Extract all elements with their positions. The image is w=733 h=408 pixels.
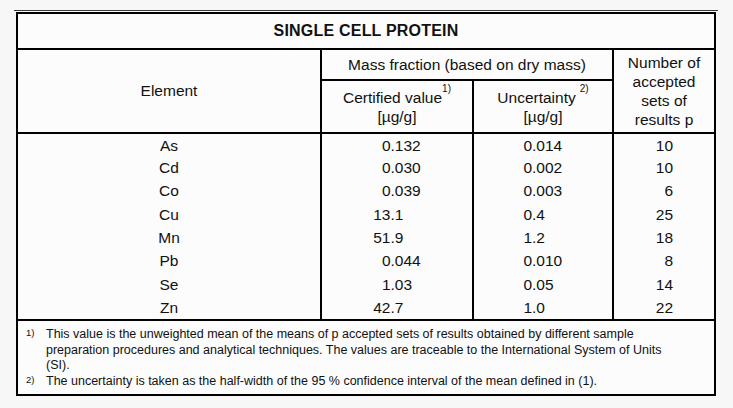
certified-value-cell: 42.7 bbox=[321, 296, 473, 319]
uncertainty-label-line: Uncertainty2) bbox=[474, 88, 612, 107]
certified-label-line: Certified value1) bbox=[322, 88, 472, 107]
footnote-row: 1) This value is the unweighted mean of … bbox=[17, 320, 715, 395]
table-row: Cu13.10.425 bbox=[17, 203, 715, 226]
sets-cell: 18 bbox=[613, 226, 715, 249]
sets-cell: 25 bbox=[613, 203, 715, 226]
sets-cell: 22 bbox=[613, 296, 715, 319]
table-row: As0.1320.01410 bbox=[17, 133, 715, 156]
title-row: SINGLE CELL PROTEIN bbox=[17, 13, 715, 49]
table-row: Se1.030.0514 bbox=[17, 273, 715, 296]
certified-footnote-ref: 1) bbox=[442, 83, 451, 94]
footnote-1-marker: 1) bbox=[24, 327, 46, 339]
uncertainty-cell: 0.010 bbox=[473, 250, 613, 273]
uncertainty-cell: 1.2 bbox=[473, 226, 613, 249]
element-cell: Pb bbox=[17, 250, 321, 273]
column-header-certified: Certified value1) [µg/g] bbox=[321, 80, 473, 133]
element-cell: Cu bbox=[17, 203, 321, 226]
element-cell: Mn bbox=[17, 226, 321, 249]
table-row: Cd0.0300.00210 bbox=[17, 156, 715, 179]
element-cell: Zn bbox=[17, 296, 321, 319]
uncertainty-cell: 1.0 bbox=[473, 296, 613, 319]
sets-cell: 8 bbox=[613, 250, 715, 273]
uncertainty-unit: [µg/g] bbox=[474, 107, 612, 126]
table-row: Zn42.71.022 bbox=[17, 296, 715, 319]
certified-value-cell: 0.039 bbox=[321, 180, 473, 203]
document-page: SINGLE CELL PROTEIN Element Mass fractio… bbox=[0, 0, 733, 408]
footnote-2-text: The uncertainty is taken as the half-wid… bbox=[46, 374, 688, 390]
certified-value-cell: 0.044 bbox=[321, 250, 473, 273]
column-header-element: Element bbox=[17, 49, 321, 133]
element-cell: Cd bbox=[17, 156, 321, 179]
header-row-group: Element Mass fraction (based on dry mass… bbox=[17, 49, 715, 80]
certified-value-cell: 0.030 bbox=[321, 156, 473, 179]
footnote-2: 2) The uncertainty is taken as the half-… bbox=[24, 374, 688, 390]
footnote-1-text: This value is the unweighted mean of the… bbox=[46, 327, 688, 374]
sets-cell: 14 bbox=[613, 273, 715, 296]
table-row: Pb0.0440.0108 bbox=[17, 250, 715, 273]
footnote-2-marker: 2) bbox=[24, 374, 46, 386]
column-header-mass-fraction: Mass fraction (based on dry mass) bbox=[321, 49, 613, 80]
element-cell: As bbox=[17, 133, 321, 156]
certified-value-cell: 51.9 bbox=[321, 226, 473, 249]
uncertainty-label: Uncertainty bbox=[497, 89, 575, 106]
certified-unit: [µg/g] bbox=[322, 107, 472, 126]
certified-value-cell: 1.03 bbox=[321, 273, 473, 296]
uncertainty-cell: 0.014 bbox=[473, 133, 613, 156]
element-cell: Co bbox=[17, 180, 321, 203]
uncertainty-cell: 0.002 bbox=[473, 156, 613, 179]
sets-cell: 10 bbox=[613, 133, 715, 156]
certified-value-cell: 0.132 bbox=[321, 133, 473, 156]
table-title: SINGLE CELL PROTEIN bbox=[17, 13, 715, 49]
footnotes: 1) This value is the unweighted mean of … bbox=[17, 320, 715, 395]
table-outer-edge bbox=[14, 10, 718, 11]
uncertainty-footnote-ref: 2) bbox=[580, 83, 589, 94]
element-cell: Se bbox=[17, 273, 321, 296]
sets-cell: 6 bbox=[613, 180, 715, 203]
sets-cell: 10 bbox=[613, 156, 715, 179]
table-row: Mn51.91.218 bbox=[17, 226, 715, 249]
uncertainty-cell: 0.05 bbox=[473, 273, 613, 296]
table-row: Co0.0390.0036 bbox=[17, 180, 715, 203]
column-header-uncertainty: Uncertainty2) [µg/g] bbox=[473, 80, 613, 133]
certified-value-cell: 13.1 bbox=[321, 203, 473, 226]
certified-label: Certified value bbox=[343, 89, 442, 106]
column-header-sets: Number of accepted sets of results p bbox=[613, 49, 715, 133]
column-header-sets-label: Number of accepted sets of results p bbox=[622, 53, 706, 129]
footnote-1: 1) This value is the unweighted mean of … bbox=[24, 327, 688, 374]
uncertainty-cell: 0.003 bbox=[473, 180, 613, 203]
uncertainty-cell: 0.4 bbox=[473, 203, 613, 226]
element-rows: As0.1320.01410Cd0.0300.00210Co0.0390.003… bbox=[17, 133, 715, 320]
certified-values-table: SINGLE CELL PROTEIN Element Mass fractio… bbox=[16, 12, 716, 396]
